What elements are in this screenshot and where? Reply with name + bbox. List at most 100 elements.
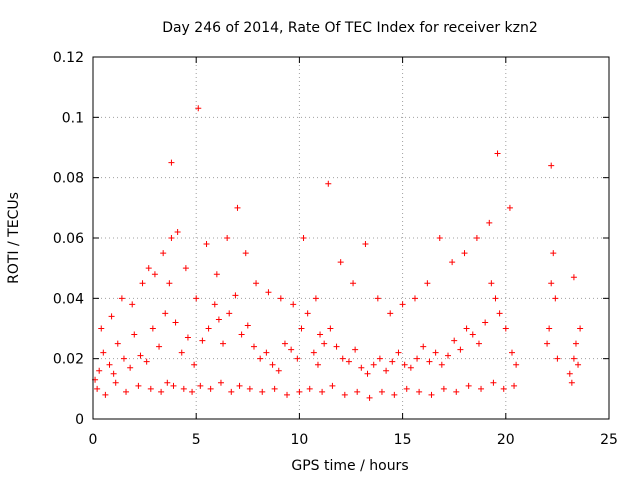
y-tick-label: 0.08 (53, 171, 84, 187)
data-point (275, 367, 282, 374)
data-point (300, 235, 307, 241)
data-point (217, 379, 224, 386)
data-point (387, 310, 394, 317)
data-point (376, 355, 383, 362)
data-point (143, 358, 150, 365)
data-point (228, 388, 235, 395)
data-point (207, 385, 214, 392)
data-point (451, 337, 458, 344)
data-point (399, 301, 406, 308)
data-point (432, 349, 439, 356)
data-point (327, 325, 334, 332)
data-point (244, 322, 251, 329)
data-point (98, 325, 105, 332)
data-point (250, 343, 257, 350)
data-point (453, 388, 460, 395)
data-point (234, 204, 241, 211)
data-point (158, 388, 165, 395)
data-point (284, 391, 291, 398)
data-point (554, 355, 561, 362)
y-tick-label: 0 (75, 412, 84, 428)
data-point (226, 310, 233, 317)
data-point (253, 280, 260, 287)
y-tick-label: 0.1 (62, 110, 84, 126)
x-tick-label: 20 (497, 432, 515, 448)
data-point (180, 385, 187, 392)
y-tick-label: 0.12 (53, 50, 84, 66)
data-point (403, 385, 410, 392)
data-point (486, 219, 493, 226)
data-point (317, 331, 324, 338)
data-point (490, 379, 497, 386)
data-point (478, 385, 485, 392)
data-point (482, 319, 489, 326)
data-point (149, 325, 156, 332)
data-point (118, 295, 125, 302)
data-point (475, 340, 482, 347)
data-point (259, 388, 266, 395)
data-point (290, 301, 297, 308)
data-point (288, 346, 295, 353)
data-point (102, 391, 109, 398)
data-point (461, 250, 468, 257)
data-point (129, 301, 136, 308)
data-point (350, 280, 357, 287)
data-point (354, 388, 361, 395)
data-point (156, 343, 163, 350)
data-point (296, 388, 303, 395)
data-point (151, 271, 158, 278)
data-point (170, 382, 177, 389)
y-axis-label: ROTI / TECUs (6, 192, 22, 284)
data-point (420, 343, 427, 350)
data-point (391, 391, 398, 398)
data-point (364, 370, 371, 377)
data-point (488, 280, 495, 287)
data-point (414, 355, 421, 362)
data-point (174, 228, 181, 235)
data-point (513, 361, 520, 368)
data-point (395, 349, 402, 356)
data-point (548, 280, 555, 287)
data-point (94, 385, 101, 392)
data-point (449, 259, 456, 266)
data-point (352, 346, 359, 353)
data-point (436, 235, 443, 241)
data-point (321, 340, 328, 347)
data-point (238, 331, 245, 338)
data-point (263, 349, 270, 356)
data-point (224, 235, 231, 241)
data-point (319, 388, 326, 395)
data-point (428, 391, 435, 398)
data-point (168, 159, 175, 166)
data-point (401, 361, 408, 368)
grid-lines (93, 57, 609, 419)
data-point (508, 349, 515, 356)
data-point (306, 385, 313, 392)
data-point (197, 382, 204, 389)
data-point (304, 310, 311, 317)
data-point (383, 367, 390, 374)
data-point (438, 361, 445, 368)
data-point (112, 379, 119, 386)
data-point (445, 352, 452, 359)
data-point (473, 235, 480, 241)
data-point (577, 325, 584, 332)
data-point (257, 355, 264, 362)
data-point (389, 358, 396, 365)
data-point (211, 301, 218, 308)
data-point (575, 361, 582, 368)
data-point (205, 325, 212, 332)
data-point (312, 295, 319, 302)
data-point (329, 382, 336, 389)
data-point (172, 319, 179, 326)
data-point (552, 295, 559, 302)
data-point (182, 265, 189, 272)
data-point (184, 334, 191, 341)
data-point (137, 352, 144, 359)
x-tick-label: 25 (600, 432, 618, 448)
data-point (374, 295, 381, 302)
data-point (337, 259, 344, 266)
data-point (191, 361, 198, 368)
data-point (139, 280, 146, 287)
data-point (242, 250, 249, 257)
